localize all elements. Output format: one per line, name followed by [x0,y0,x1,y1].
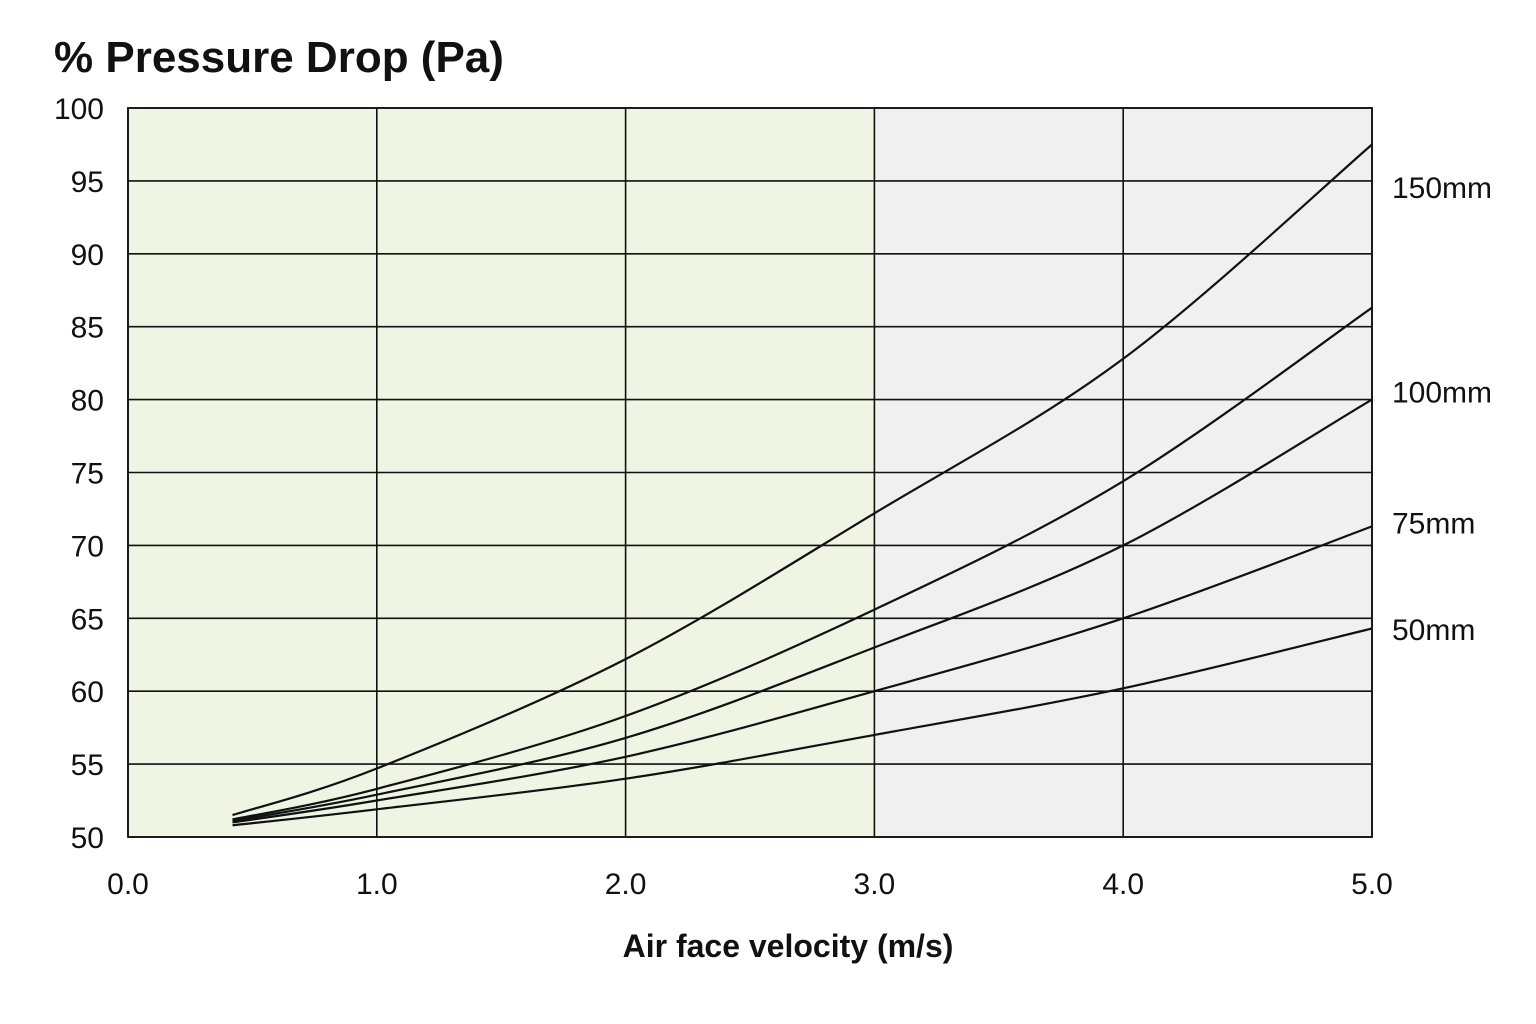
x-tick-label-3: 3.0 [854,868,896,901]
x-tick-label-4: 4.0 [1102,868,1144,901]
chart-title: % Pressure Drop (Pa) [54,33,504,82]
series-line-150mm [232,143,1373,817]
y-tick-label-4: 70 [71,530,104,563]
series-line-unlabeled-2 [232,398,1373,823]
y-tick-label-3: 65 [71,603,104,636]
y-tick-label-2: 60 [71,676,104,709]
series-lines [232,143,1373,827]
x-tick-label-5: 5.0 [1351,868,1393,901]
y-tick-label-7: 85 [71,312,104,345]
y-tick-label-1: 55 [71,749,104,782]
series-line-75mm [232,525,1373,824]
y-tick-label-0: 50 [71,822,104,855]
series-labels: 150mm 100mm 75mm 50mm [1392,172,1492,647]
series-label-150mm: 150mm [1392,172,1492,205]
series-label-50mm: 50mm [1392,614,1475,647]
series-label-75mm: 75mm [1392,508,1475,541]
x-tick-label-0: 0.0 [107,868,149,901]
y-tick-label-6: 80 [71,385,104,418]
x-tick-label-2: 2.0 [605,868,647,901]
series-line-50mm [232,627,1373,827]
x-axis-label: Air face velocity (m/s) [623,928,954,964]
y-tick-label-9: 95 [71,166,104,199]
series-line-100mm [232,306,1373,821]
x-tick-label-1: 1.0 [356,868,398,901]
y-tick-label-5: 75 [71,458,104,491]
y-tick-label-8: 90 [71,239,104,272]
plot-border [127,107,1373,838]
x-axis-ticks: 0.0 1.0 2.0 3.0 4.0 5.0 [107,868,1393,901]
y-tick-label-10: 100 [54,93,104,126]
series-label-100mm: 100mm [1392,376,1492,409]
y-axis-ticks: 50 55 60 65 70 75 80 85 90 95 100 [54,93,104,855]
